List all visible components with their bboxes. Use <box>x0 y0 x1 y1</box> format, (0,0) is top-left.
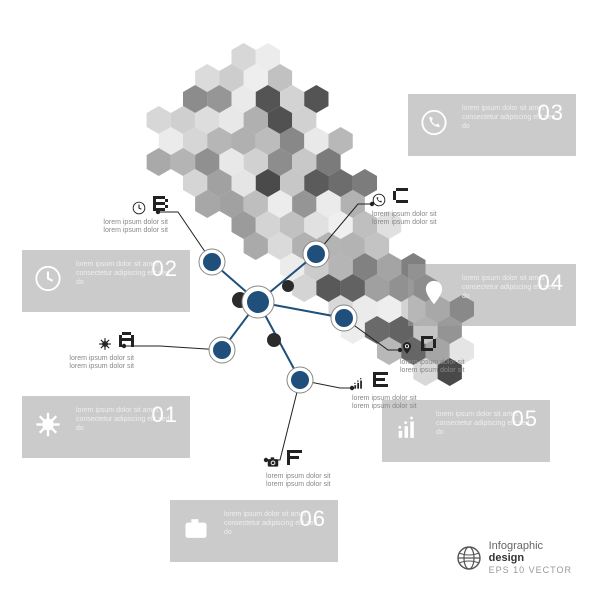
clock-icon <box>34 265 62 298</box>
card-03: 03 lorem ipsum dolor sit amet consectetu… <box>408 94 576 156</box>
callout-F: lorem ipsum dolor sitlorem ipsum dolor s… <box>266 450 356 489</box>
callout-letter <box>119 332 134 350</box>
card-number: 02 <box>152 256 178 282</box>
pin-icon <box>420 279 448 312</box>
callout-A: lorem ipsum dolor sitlorem ipsum dolor s… <box>44 332 134 371</box>
phone-icon <box>372 193 386 209</box>
card-06: 06 lorem ipsum dolor sit amet consectetu… <box>170 500 338 562</box>
camera-icon <box>266 455 280 471</box>
bars-icon <box>352 377 366 393</box>
callout-C: lorem ipsum dolor sitlorem ipsum dolor s… <box>372 188 462 227</box>
card-number: 06 <box>300 506 326 532</box>
card-number: 01 <box>152 402 178 428</box>
callout-text: lorem ipsum dolor sitlorem ipsum dolor s… <box>44 355 134 371</box>
callout-letter <box>373 372 388 390</box>
camera-icon <box>182 515 210 548</box>
card-01: 01 lorem ipsum dolor sit amet consectetu… <box>22 396 190 458</box>
callout-letter <box>421 336 436 354</box>
pin-icon <box>400 341 414 357</box>
branding: Infographic design EPS 10 VECTOR <box>456 540 572 576</box>
card-number: 05 <box>512 406 538 432</box>
callout-E: lorem ipsum dolor sitlorem ipsum dolor s… <box>352 372 442 411</box>
brand-tag: EPS 10 VECTOR <box>489 565 572 575</box>
gear-icon <box>98 337 112 353</box>
callout-D: lorem ipsum dolor sitlorem ipsum dolor s… <box>400 336 490 375</box>
bars-icon <box>394 415 422 448</box>
callout-text: lorem ipsum dolor sitlorem ipsum dolor s… <box>372 211 462 227</box>
gear-icon <box>34 411 62 444</box>
brand-title: Infographic <box>489 540 543 552</box>
callout-text: lorem ipsum dolor sitlorem ipsum dolor s… <box>352 395 442 411</box>
callout-letter <box>287 450 302 468</box>
brand-subtitle: design <box>489 552 524 564</box>
card-04: 04 lorem ipsum dolor sit amet consectetu… <box>408 264 576 326</box>
card-number: 03 <box>538 100 564 126</box>
infographic-root: { "type": "infographic", "background_col… <box>0 0 600 600</box>
phone-icon <box>420 109 448 142</box>
callout-B: lorem ipsum dolor sitlorem ipsum dolor s… <box>78 196 168 235</box>
callout-letter <box>153 196 168 214</box>
callout-text: lorem ipsum dolor sitlorem ipsum dolor s… <box>78 219 168 235</box>
clock-icon <box>132 201 146 217</box>
callout-letter <box>393 188 408 206</box>
card-02: 02 lorem ipsum dolor sit amet consectetu… <box>22 250 190 312</box>
card-number: 04 <box>538 270 564 296</box>
callout-text: lorem ipsum dolor sitlorem ipsum dolor s… <box>266 473 356 489</box>
